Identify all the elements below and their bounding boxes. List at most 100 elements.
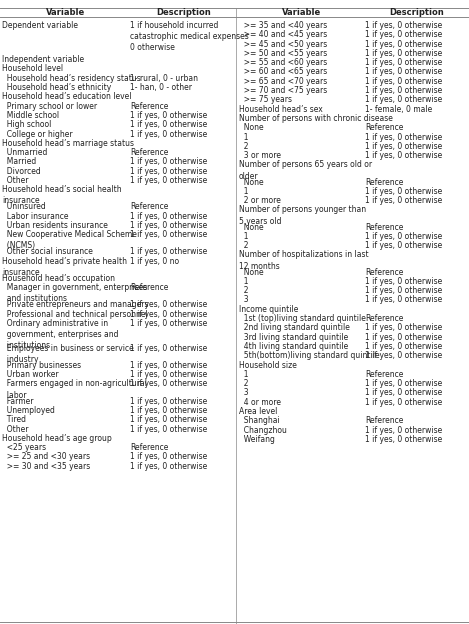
Text: 1 if yes, 0 otherwise: 1 if yes, 0 otherwise xyxy=(365,323,442,333)
Text: 1 if yes, 0 otherwise: 1 if yes, 0 otherwise xyxy=(365,232,442,241)
Text: 1 if yes, 0 otherwise: 1 if yes, 0 otherwise xyxy=(365,77,442,85)
Text: Household head’s education level: Household head’s education level xyxy=(2,92,131,101)
Text: Primary businesses: Primary businesses xyxy=(2,361,81,370)
Text: Reference: Reference xyxy=(365,370,403,379)
Text: Household head’s age group: Household head’s age group xyxy=(2,434,112,443)
Text: Ordinary administrative in
  government, enterprises and
  institutions: Ordinary administrative in government, e… xyxy=(2,319,119,350)
Text: 1 if yes, 0 otherwise: 1 if yes, 0 otherwise xyxy=(130,319,207,328)
Text: Reference: Reference xyxy=(130,443,168,452)
Text: 1 if yes, 0 otherwise: 1 if yes, 0 otherwise xyxy=(365,67,442,77)
Text: Farmer: Farmer xyxy=(2,397,33,406)
Text: 1 if yes, 0 otherwise: 1 if yes, 0 otherwise xyxy=(365,286,442,295)
Text: 1: 1 xyxy=(239,370,249,379)
Text: 1 if yes, 0 otherwise: 1 if yes, 0 otherwise xyxy=(130,406,207,415)
Text: Variable: Variable xyxy=(46,8,86,17)
Text: High school: High school xyxy=(2,120,52,129)
Text: 1 if yes, 0 otherwise: 1 if yes, 0 otherwise xyxy=(130,462,207,470)
Text: 1 if yes, 0 otherwise: 1 if yes, 0 otherwise xyxy=(365,241,442,250)
Text: 1 if yes, 0 otherwise: 1 if yes, 0 otherwise xyxy=(130,415,207,424)
Text: Variable: Variable xyxy=(282,8,322,17)
Text: Number of persons 65 years old or
older: Number of persons 65 years old or older xyxy=(239,160,372,180)
Text: 1: 1 xyxy=(239,187,249,196)
Text: 4th living standard quintile: 4th living standard quintile xyxy=(239,342,348,351)
Text: Reference: Reference xyxy=(365,223,403,232)
Text: 1 if yes, 0 otherwise: 1 if yes, 0 otherwise xyxy=(365,49,442,58)
Text: 1 if yes, 0 otherwise: 1 if yes, 0 otherwise xyxy=(130,120,207,129)
Text: 1 if yes, 0 otherwise: 1 if yes, 0 otherwise xyxy=(365,435,442,444)
Text: Unemployed: Unemployed xyxy=(2,406,55,415)
Text: None: None xyxy=(239,178,264,187)
Text: 1 if yes, 0 otherwise: 1 if yes, 0 otherwise xyxy=(130,157,207,167)
Text: 1 if yes, 0 otherwise: 1 if yes, 0 otherwise xyxy=(365,351,442,360)
Text: Reference: Reference xyxy=(365,124,403,132)
Text: 1 if yes, 0 otherwise: 1 if yes, 0 otherwise xyxy=(130,248,207,256)
Text: 1 if yes, 0 otherwise: 1 if yes, 0 otherwise xyxy=(130,221,207,230)
Text: Manager in government, enterprises
  and institutions: Manager in government, enterprises and i… xyxy=(2,283,147,303)
Text: 1 if yes, 0 otherwise: 1 if yes, 0 otherwise xyxy=(130,176,207,185)
Text: >= 25 and <30 years: >= 25 and <30 years xyxy=(2,452,90,461)
Text: Middle school: Middle school xyxy=(2,111,59,120)
Text: Dependent variable: Dependent variable xyxy=(2,21,78,30)
Text: 1 if yes, 0 otherwise: 1 if yes, 0 otherwise xyxy=(365,398,442,407)
Text: 2: 2 xyxy=(239,142,249,151)
Text: Household level: Household level xyxy=(2,64,63,74)
Text: 1 if yes, 0 otherwise: 1 if yes, 0 otherwise xyxy=(130,361,207,370)
Text: Labor insurance: Labor insurance xyxy=(2,212,68,221)
Text: 1 if yes, 0 otherwise: 1 if yes, 0 otherwise xyxy=(365,132,442,142)
Text: 1 if yes, 0 otherwise: 1 if yes, 0 otherwise xyxy=(365,187,442,196)
Text: 1 if yes, 0 otherwise: 1 if yes, 0 otherwise xyxy=(130,397,207,406)
Text: Urban worker: Urban worker xyxy=(2,370,59,379)
Text: Professional and technical personnel: Professional and technical personnel xyxy=(2,310,148,319)
Text: Household head’s sex: Household head’s sex xyxy=(239,105,323,114)
Text: Independent variable: Independent variable xyxy=(2,55,84,64)
Text: 1 if yes, 0 otherwise: 1 if yes, 0 otherwise xyxy=(365,86,442,95)
Text: Married: Married xyxy=(2,157,36,167)
Text: >= 65 and <70 years: >= 65 and <70 years xyxy=(239,77,327,85)
Text: >= 75 years: >= 75 years xyxy=(239,95,292,104)
Text: Reference: Reference xyxy=(365,314,403,323)
Text: Other social insurance: Other social insurance xyxy=(2,248,93,256)
Text: Other: Other xyxy=(2,424,29,434)
Text: 1 if yes, 0 otherwise: 1 if yes, 0 otherwise xyxy=(365,426,442,435)
Text: 1 if yes, 0 otherwise: 1 if yes, 0 otherwise xyxy=(130,424,207,434)
Text: 1 if yes, 0 otherwise: 1 if yes, 0 otherwise xyxy=(130,130,207,139)
Text: 1- female, 0 male: 1- female, 0 male xyxy=(365,105,432,114)
Text: 1 if yes, 0 otherwise: 1 if yes, 0 otherwise xyxy=(365,31,442,39)
Text: Unmarried: Unmarried xyxy=(2,148,47,157)
Text: 5th(bottom)living standard quintile: 5th(bottom)living standard quintile xyxy=(239,351,379,360)
Text: Employees in business or service
  industry: Employees in business or service industr… xyxy=(2,344,134,364)
Text: 2: 2 xyxy=(239,379,249,388)
Text: Household head’s social health
insurance: Household head’s social health insurance xyxy=(2,185,121,205)
Text: 1 if yes, 0 otherwise: 1 if yes, 0 otherwise xyxy=(130,212,207,221)
Text: 1 if yes, 0 otherwise: 1 if yes, 0 otherwise xyxy=(130,230,207,240)
Text: 1st (top)living standard quintile: 1st (top)living standard quintile xyxy=(239,314,366,323)
Text: None: None xyxy=(239,268,264,276)
Text: Changzhou: Changzhou xyxy=(239,426,287,435)
Text: >= 40 and <45 years: >= 40 and <45 years xyxy=(239,31,327,39)
Text: 1 if yes, 0 otherwise: 1 if yes, 0 otherwise xyxy=(130,300,207,310)
Text: None: None xyxy=(239,223,264,232)
Text: <25 years: <25 years xyxy=(2,443,46,452)
Text: Tired: Tired xyxy=(2,415,26,424)
Text: College or higher: College or higher xyxy=(2,130,73,139)
Text: 1 if yes, 0 otherwise: 1 if yes, 0 otherwise xyxy=(365,296,442,305)
Text: Number of persons younger than
5 years old: Number of persons younger than 5 years o… xyxy=(239,205,366,226)
Text: 1 if yes, 0 otherwise: 1 if yes, 0 otherwise xyxy=(365,58,442,67)
Text: Reference: Reference xyxy=(130,102,168,110)
Text: None: None xyxy=(239,124,264,132)
Text: Household head’s occupation: Household head’s occupation xyxy=(2,274,115,283)
Text: 1 if yes, 0 otherwise: 1 if yes, 0 otherwise xyxy=(130,111,207,120)
Text: >= 50 and <55 years: >= 50 and <55 years xyxy=(239,49,327,58)
Text: Reference: Reference xyxy=(365,178,403,187)
Text: 1 if yes, 0 otherwise: 1 if yes, 0 otherwise xyxy=(365,333,442,342)
Text: >= 30 and <35 years: >= 30 and <35 years xyxy=(2,462,90,470)
Text: Private entrepreneurs and managers: Private entrepreneurs and managers xyxy=(2,300,149,310)
Text: 3: 3 xyxy=(239,296,249,305)
Text: 1 if household incurred
catastrophic medical expenses
0 otherwise: 1 if household incurred catastrophic med… xyxy=(130,21,249,52)
Text: Reference: Reference xyxy=(130,203,168,212)
Text: 1 if yes, 0 otherwise: 1 if yes, 0 otherwise xyxy=(130,344,207,353)
Text: Description: Description xyxy=(156,8,211,17)
Text: 1 if yes, 0 otherwise: 1 if yes, 0 otherwise xyxy=(365,142,442,151)
Text: Household size: Household size xyxy=(239,361,297,369)
Text: 3: 3 xyxy=(239,389,249,397)
